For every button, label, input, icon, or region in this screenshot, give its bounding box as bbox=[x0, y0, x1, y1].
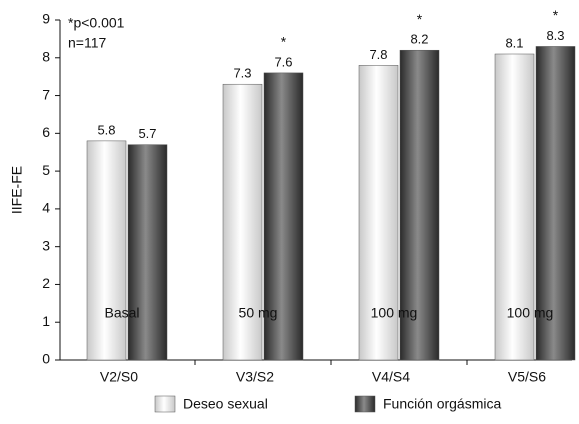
x-tick-label: V2/S0 bbox=[100, 369, 138, 385]
legend-swatch bbox=[154, 395, 176, 413]
y-tick-label: 8 bbox=[42, 48, 50, 64]
significance-mark: * bbox=[553, 7, 559, 23]
bar bbox=[263, 72, 304, 361]
y-tick-label: 5 bbox=[42, 162, 50, 178]
x-tick-label: V3/S2 bbox=[236, 369, 274, 385]
value-label: 5.7 bbox=[138, 126, 156, 141]
bar bbox=[358, 65, 399, 361]
annotation: *p<0.001 bbox=[68, 15, 125, 31]
y-tick-label: 3 bbox=[42, 237, 50, 253]
value-label: 8.1 bbox=[505, 35, 523, 50]
bar bbox=[127, 144, 168, 361]
y-axis-title: IIFE-FE bbox=[9, 166, 25, 214]
legend-label: Función orgásmica bbox=[383, 396, 501, 412]
significance-mark: * bbox=[417, 11, 423, 27]
bar bbox=[535, 46, 576, 361]
y-tick-label: 1 bbox=[42, 313, 50, 329]
bar bbox=[222, 83, 263, 361]
bar bbox=[494, 53, 535, 361]
dose-label: 100 mg bbox=[371, 305, 418, 321]
x-tick-label: V5/S6 bbox=[508, 369, 546, 385]
value-label: 5.8 bbox=[97, 122, 115, 137]
dose-label: Basal bbox=[104, 305, 139, 321]
y-tick-label: 4 bbox=[42, 200, 50, 216]
significance-mark: * bbox=[281, 34, 287, 50]
value-label: 8.3 bbox=[546, 28, 564, 43]
bar bbox=[86, 140, 127, 361]
value-label: 7.6 bbox=[274, 54, 292, 69]
bar bbox=[399, 49, 440, 361]
y-tick-label: 0 bbox=[42, 351, 50, 367]
value-label: 8.2 bbox=[410, 32, 428, 47]
dose-label: 100 mg bbox=[507, 305, 554, 321]
y-tick-label: 9 bbox=[42, 11, 50, 27]
annotation: n=117 bbox=[68, 35, 106, 51]
value-label: 7.3 bbox=[233, 66, 251, 81]
legend-swatch bbox=[354, 395, 376, 413]
x-tick-label: V4/S4 bbox=[372, 369, 410, 385]
y-tick-label: 7 bbox=[42, 86, 50, 102]
dose-label: 50 mg bbox=[239, 305, 278, 321]
legend-label: Deseo sexual bbox=[183, 396, 268, 412]
y-tick-label: 6 bbox=[42, 124, 50, 140]
y-tick-label: 2 bbox=[42, 275, 50, 291]
value-label: 7.8 bbox=[369, 47, 387, 62]
